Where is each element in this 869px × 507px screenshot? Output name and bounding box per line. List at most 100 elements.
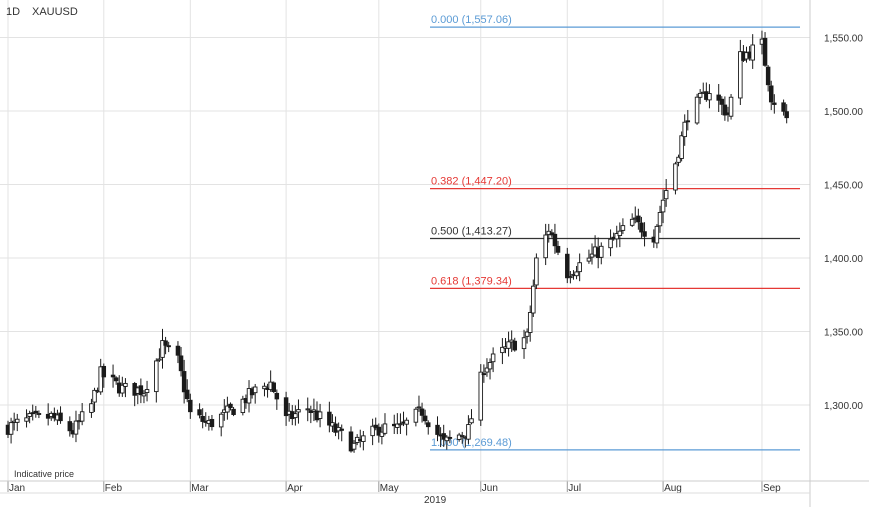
fibonacci-retracement[interactable]: 0.000 (1,557.06) 0.382 (1,447.20) 0.500 (1…	[430, 14, 800, 451]
candle-body-up	[218, 413, 224, 428]
candle	[435, 416, 440, 442]
candle	[642, 222, 647, 247]
candle-body-up	[27, 413, 32, 417]
candle-body-up	[660, 199, 666, 213]
candle-body-up	[676, 156, 681, 163]
candle-body-down	[719, 98, 725, 105]
x-axis: Jan Feb Mar Apr May Jun Jul Aug Sep 2019	[0, 480, 869, 506]
candle-body-down	[348, 431, 354, 452]
grid-lines	[0, 0, 810, 481]
candle-body-up	[663, 190, 669, 200]
candle-body-up	[738, 51, 743, 99]
candle	[178, 347, 184, 377]
candle	[240, 395, 246, 416]
candle-body-down	[419, 408, 425, 416]
candle	[654, 224, 660, 249]
candle-body-down	[271, 382, 276, 393]
candle	[154, 358, 159, 403]
candle-body-up	[682, 121, 687, 138]
candle	[376, 423, 382, 443]
x-tick-label: Jul	[568, 483, 581, 494]
candle-body-down	[110, 374, 116, 378]
candle	[36, 410, 42, 419]
candle	[765, 65, 771, 92]
candle	[722, 96, 728, 121]
candle	[144, 380, 150, 402]
candle	[218, 411, 224, 437]
candle-body-up	[456, 434, 462, 440]
candle-body-down	[716, 94, 721, 101]
candle-body-up	[293, 413, 298, 419]
candle-body-up	[370, 425, 375, 437]
candle	[419, 402, 425, 423]
candle-body-up	[416, 406, 422, 409]
candle-body-down	[636, 215, 641, 223]
candle	[351, 440, 357, 453]
candle	[79, 403, 85, 426]
candle-body-up	[157, 358, 162, 361]
candle-body-down	[231, 408, 236, 415]
candle-body-up	[673, 163, 678, 191]
candle	[101, 363, 107, 388]
candle	[565, 247, 570, 284]
candle	[673, 161, 678, 195]
candle	[113, 376, 119, 385]
candle	[209, 414, 215, 431]
x-tick-label: Feb	[105, 483, 123, 494]
candle-body-up	[459, 434, 465, 437]
y-tick-label: 1,450.00	[824, 181, 863, 192]
symbol-label[interactable]: XAUUSD	[32, 6, 78, 18]
candle	[466, 415, 471, 444]
candle	[73, 410, 79, 443]
candle-body-up	[92, 389, 97, 403]
candle-body-up	[8, 422, 14, 435]
candle-body-up	[490, 353, 496, 363]
candle-body-up	[466, 424, 471, 440]
candle	[274, 389, 280, 410]
candle	[339, 424, 344, 442]
candle	[441, 424, 446, 447]
y-tick-label: 1,350.00	[824, 328, 863, 339]
candle-body-down	[175, 345, 181, 356]
candle	[67, 416, 73, 437]
candle	[296, 399, 301, 424]
fib-level-label: 0.500 (1,413.27)	[431, 225, 512, 237]
candle-body-down	[447, 436, 453, 439]
candle	[663, 179, 669, 207]
candle	[781, 99, 786, 116]
candle-body-down	[555, 245, 561, 253]
candle	[293, 405, 298, 426]
candle-body-up	[679, 135, 684, 159]
candle-body-down	[184, 389, 190, 400]
candle-body-up	[154, 360, 159, 393]
candle-body-down	[327, 411, 332, 426]
candle	[738, 39, 743, 106]
candle	[484, 358, 490, 377]
candle-body-up	[141, 393, 147, 397]
candle	[33, 405, 39, 418]
candle-body-down	[33, 410, 39, 414]
interval-label[interactable]: 1D	[6, 6, 21, 18]
fib-level-label: 0.382 (1,447.20)	[431, 176, 512, 188]
candle	[679, 131, 684, 162]
candle-body-down	[283, 397, 289, 417]
candle	[481, 364, 487, 383]
candle-body-up	[614, 233, 619, 240]
candle-body-down	[58, 412, 63, 422]
candle	[682, 114, 687, 146]
candle	[543, 223, 548, 266]
candle	[555, 240, 561, 256]
candle	[707, 84, 712, 109]
candle-body-up	[629, 218, 635, 226]
candle	[636, 208, 641, 230]
candle-body-down	[163, 340, 168, 346]
candle-body-up	[469, 418, 474, 424]
candle	[694, 93, 700, 125]
candle-body-up	[361, 435, 366, 442]
candle	[719, 96, 725, 115]
candle-body-up	[246, 388, 252, 404]
candle	[24, 409, 29, 428]
candle-body-down	[209, 418, 215, 428]
candle-body-up	[534, 257, 539, 286]
